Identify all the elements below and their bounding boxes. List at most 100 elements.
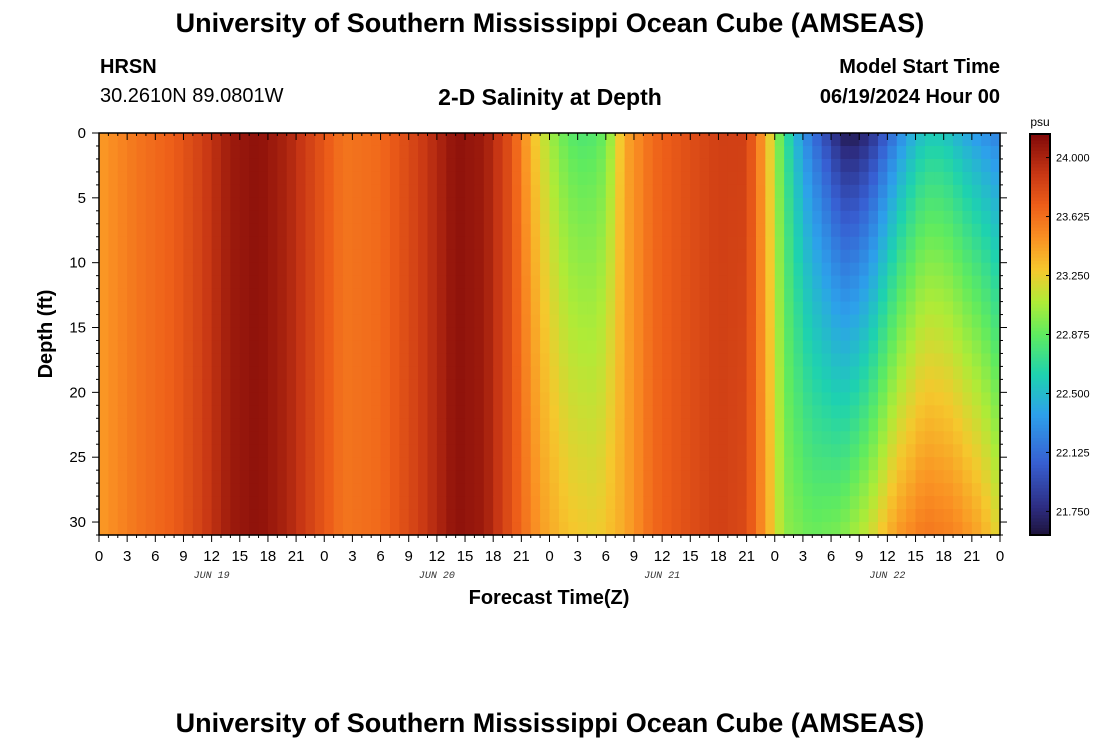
heatmap-cell (784, 197, 795, 212)
heatmap-cell (474, 314, 485, 329)
heatmap-cell (596, 340, 607, 355)
heatmap-cell (230, 197, 241, 212)
heatmap-cell (709, 366, 720, 380)
heatmap-cell (305, 133, 316, 147)
heatmap-cell (511, 249, 522, 264)
heatmap-cell (643, 197, 654, 212)
heatmap-cell (380, 197, 391, 212)
date-label: JUN 20 (419, 571, 455, 582)
heatmap-cell (296, 262, 307, 277)
heatmap-cell (953, 353, 964, 368)
heatmap-cell (540, 197, 551, 212)
heatmap-cell (962, 184, 973, 199)
heatmap-cell (849, 392, 860, 406)
heatmap-cell (774, 444, 785, 458)
colorbar-segment (1030, 464, 1050, 469)
heatmap-cell (296, 340, 307, 355)
colorbar-segment (1030, 394, 1050, 399)
heatmap-cell (164, 197, 175, 212)
heatmap-cell (333, 314, 344, 329)
x-tick-label: 21 (513, 548, 530, 565)
heatmap-cell (746, 340, 757, 355)
heatmap-cell (117, 431, 128, 445)
heatmap-cell (652, 353, 663, 368)
heatmap-cell (511, 133, 522, 147)
heatmap-cell (343, 223, 354, 238)
heatmap-cell (239, 236, 250, 251)
heatmap-cell (399, 210, 410, 225)
heatmap-cell (427, 340, 438, 355)
heatmap-cell (427, 210, 438, 225)
heatmap-cell (202, 184, 213, 199)
heatmap-cell (887, 483, 898, 497)
heatmap-cell (493, 210, 504, 225)
heatmap-cell (596, 158, 607, 173)
heatmap-cell (587, 327, 598, 342)
heatmap-cell (145, 133, 156, 147)
heatmap-cell (652, 301, 663, 316)
heatmap-cell (831, 197, 842, 212)
heatmap-cell (671, 197, 682, 212)
heatmap-cell (943, 210, 954, 225)
heatmap-cell (418, 405, 429, 419)
heatmap-cell (652, 223, 663, 238)
colorbar-segment (1030, 387, 1050, 392)
heatmap-cell (906, 431, 917, 445)
heatmap-cell (333, 483, 344, 497)
heatmap-cell (371, 275, 382, 290)
heatmap-cell (296, 392, 307, 406)
heatmap-cell (343, 366, 354, 380)
heatmap-cell (239, 249, 250, 264)
heatmap-cell (540, 184, 551, 199)
heatmap-cell (117, 483, 128, 497)
heatmap-cell (267, 496, 278, 510)
heatmap-cell (145, 444, 156, 458)
heatmap-cell (474, 210, 485, 225)
heatmap-cell (859, 522, 870, 536)
heatmap-cell (953, 197, 964, 212)
heatmap-cell (887, 249, 898, 264)
heatmap-cell (793, 236, 804, 251)
heatmap-cell (568, 249, 579, 264)
heatmap-cell (943, 301, 954, 316)
heatmap-cell (474, 509, 485, 523)
heatmap-cell (652, 470, 663, 484)
heatmap-cell (924, 275, 935, 290)
heatmap-cell (521, 262, 532, 277)
heatmap-cell (511, 301, 522, 316)
heatmap-cell (99, 522, 109, 536)
heatmap-cell (333, 275, 344, 290)
heatmap-cell (343, 470, 354, 484)
heatmap-cell (587, 379, 598, 393)
heatmap-cell (389, 392, 400, 406)
heatmap-cell (446, 444, 457, 458)
heatmap-cell (155, 171, 166, 186)
heatmap-cell (530, 366, 541, 380)
heatmap-cell (258, 340, 269, 355)
heatmap-cell (812, 314, 823, 329)
heatmap-cell (755, 223, 766, 238)
heatmap-cell (380, 275, 391, 290)
heatmap-cell (906, 366, 917, 380)
heatmap-cell (868, 236, 879, 251)
heatmap-cell (671, 236, 682, 251)
heatmap-cell (605, 210, 616, 225)
heatmap-cell (493, 236, 504, 251)
heatmap-cell (465, 288, 476, 303)
heatmap-cell (802, 366, 813, 380)
heatmap-cell (943, 171, 954, 186)
heatmap-cell (896, 340, 907, 355)
heatmap-cell (221, 184, 231, 199)
heatmap-cell (136, 496, 147, 510)
heatmap-cell (117, 145, 128, 160)
heatmap-cell (117, 470, 128, 484)
heatmap-cell (990, 366, 1001, 380)
heatmap-cell (896, 444, 907, 458)
heatmap-cell (906, 470, 917, 484)
heatmap-cell (877, 509, 888, 523)
heatmap-cell (296, 223, 307, 238)
heatmap-cell (605, 418, 616, 432)
heatmap-cell (652, 236, 663, 251)
heatmap-cell (230, 405, 241, 419)
heatmap-cell (793, 158, 804, 173)
